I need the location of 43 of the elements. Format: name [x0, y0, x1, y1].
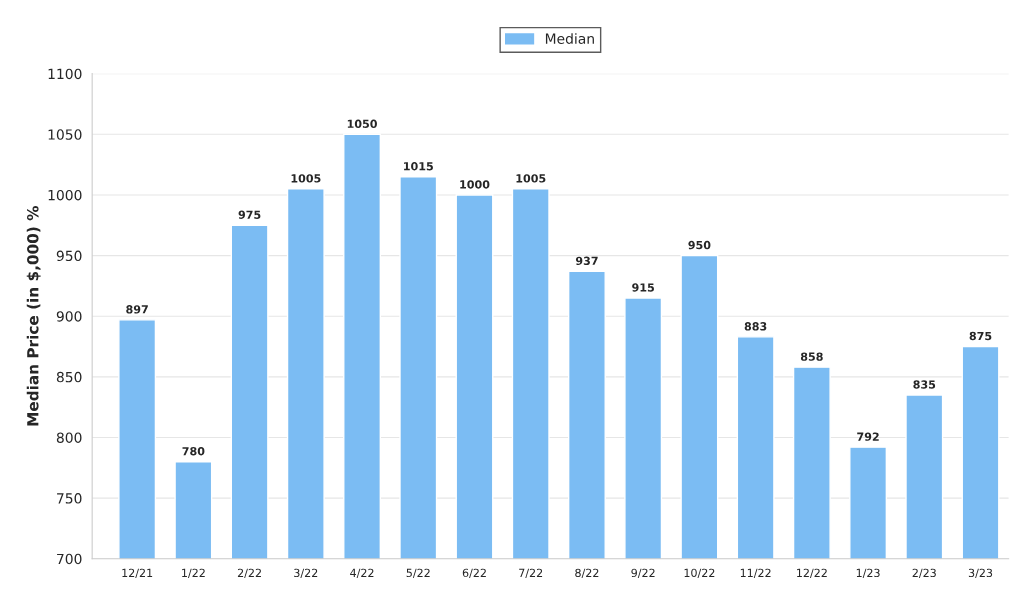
data-label: 1005	[516, 174, 546, 183]
y-tick-label: 850	[56, 371, 82, 383]
data-label: 780	[182, 447, 205, 456]
x-tick-label: 10/22	[684, 568, 715, 578]
y-tick-label: 800	[56, 432, 82, 443]
x-tick-label: 1/22	[182, 568, 205, 578]
data-label: 858	[800, 352, 823, 361]
x-tick-label: 3/23	[968, 568, 993, 578]
data-label: 937	[575, 256, 598, 266]
x-tick-label: 1/23	[856, 568, 880, 578]
data-label: 950	[688, 240, 711, 250]
data-label: 897	[126, 305, 148, 314]
data-label: 835	[913, 380, 936, 389]
x-tick-label: 12/22	[797, 568, 827, 578]
x-tick-label: 6/22	[462, 568, 486, 578]
x-tick-label: 2/22	[237, 568, 261, 578]
data-label: 875	[969, 331, 992, 341]
x-tick-label: 8/22	[575, 568, 599, 578]
x-tick-label: 2/23	[912, 568, 936, 578]
x-tick-label: 7/22	[519, 568, 543, 578]
x-tick-label: 12/21	[122, 568, 153, 578]
y-tick-label: 950	[56, 250, 82, 262]
x-tick-label: 11/22	[740, 568, 771, 578]
y-tick-label: 1100	[48, 68, 82, 80]
data-label: 1005	[291, 174, 321, 183]
data-label: 1015	[404, 162, 433, 171]
x-tick-label: 9/22	[631, 568, 655, 578]
data-label: 975	[238, 210, 261, 219]
x-tick-label: 5/22	[406, 568, 430, 578]
data-label: 883	[744, 322, 767, 331]
x-tick-label: 3/22	[294, 568, 318, 578]
y-tick-label: 750	[57, 493, 82, 504]
y-axis-title: Median Price (in $,000) %	[26, 206, 41, 426]
x-tick-label: 4/22	[350, 568, 374, 578]
data-label: 792	[857, 432, 879, 441]
y-tick-label: 900	[56, 311, 82, 322]
legend-label: Median	[545, 33, 594, 44]
y-tick-label: 700	[57, 553, 82, 565]
data-label: 1000	[460, 180, 490, 189]
y-tick-label: 1050	[48, 129, 82, 140]
data-label: 915	[632, 283, 654, 292]
y-tick-label: 1000	[48, 189, 82, 201]
data-label: 1050	[347, 119, 377, 128]
